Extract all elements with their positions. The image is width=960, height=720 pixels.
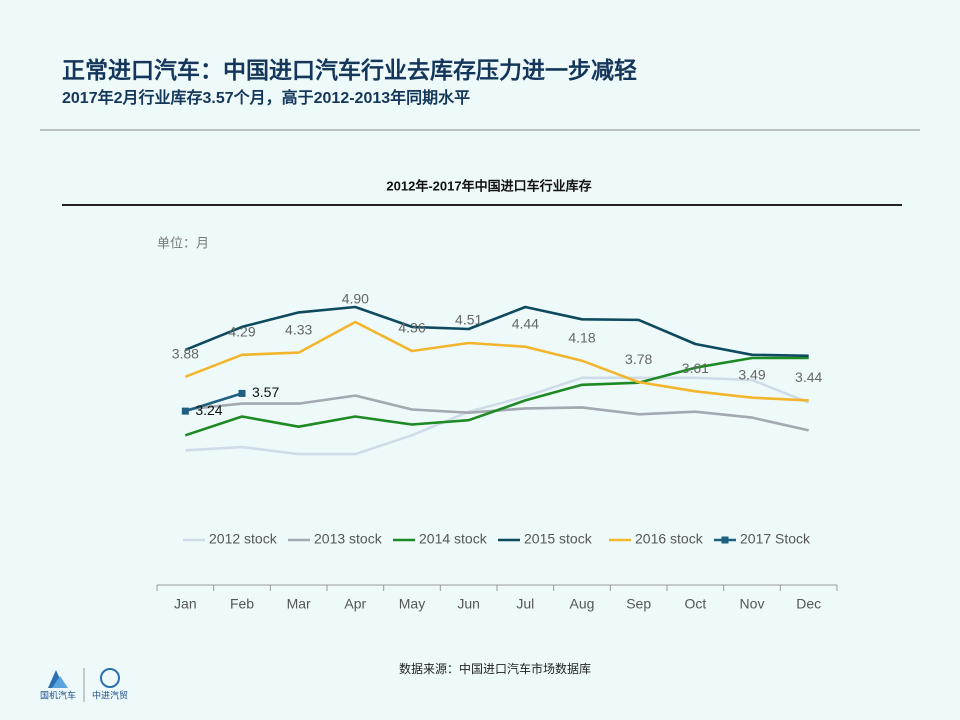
x-tick-label: Jan bbox=[174, 596, 197, 612]
x-tick-label: Dec bbox=[796, 596, 821, 612]
series-line bbox=[184, 320, 809, 402]
series-line bbox=[185, 394, 809, 432]
data-label: 4.44 bbox=[512, 315, 539, 331]
legend-label: 2013 stock bbox=[314, 531, 383, 547]
data-label: 3.44 bbox=[795, 369, 822, 385]
source-note: 数据来源：中国进口汽车市场数据库 bbox=[399, 661, 591, 676]
x-tick-label: May bbox=[399, 596, 425, 612]
series-line bbox=[184, 305, 809, 358]
data-label: 4.18 bbox=[568, 329, 595, 345]
point-marker bbox=[238, 389, 246, 397]
chart-title: 2012年-2017年中国进口车行业库存 bbox=[386, 178, 591, 193]
x-tick-label: Jul bbox=[516, 596, 534, 612]
logo-text: 国机汽车 bbox=[40, 689, 76, 700]
data-label: 3.78 bbox=[625, 351, 652, 367]
logo: 国机汽车 中进汽贸 bbox=[40, 668, 128, 702]
logo-icon bbox=[100, 668, 120, 688]
data-label: 4.33 bbox=[285, 321, 312, 337]
series-line bbox=[185, 376, 810, 456]
data-label: 3.49 bbox=[738, 366, 765, 382]
x-tick-label: Sep bbox=[626, 596, 651, 612]
data-label: 4.51 bbox=[455, 312, 482, 328]
legend-label: 2017 Stock bbox=[740, 531, 811, 547]
x-tick-label: Apr bbox=[344, 596, 366, 612]
logo-text: 中进汽贸 bbox=[92, 689, 128, 700]
x-tick-label: Feb bbox=[230, 596, 254, 612]
x-tick-label: Mar bbox=[287, 596, 311, 612]
data-label: 4.36 bbox=[398, 320, 425, 336]
x-tick-label: Aug bbox=[570, 596, 595, 612]
x-tick-label: Oct bbox=[684, 596, 706, 612]
series-line bbox=[184, 392, 243, 413]
data-label: 4.90 bbox=[342, 291, 369, 307]
x-tick-label: Jun bbox=[457, 596, 480, 612]
slide-title: 正常进口汽车：中国进口汽车行业去库存压力进一步减轻 bbox=[62, 57, 637, 83]
series-line bbox=[184, 356, 809, 437]
legend-label: 2012 stock bbox=[209, 531, 278, 547]
unit-label: 单位：月 bbox=[157, 235, 209, 250]
legend-label: 2015 stock bbox=[524, 531, 593, 547]
slide-subtitle: 2017年2月行业库存3.57个月，高于2012-2013年同期水平 bbox=[62, 88, 470, 107]
x-tick-label: Nov bbox=[740, 596, 765, 612]
legend-label: 2016 stock bbox=[635, 531, 704, 547]
legend-label: 2014 stock bbox=[419, 531, 488, 547]
data-label: 4.29 bbox=[228, 323, 255, 339]
logo-icon bbox=[52, 676, 68, 688]
data-label: 3.24 bbox=[195, 402, 222, 418]
legend-marker bbox=[721, 536, 729, 544]
data-label: 3.61 bbox=[682, 360, 709, 376]
data-label: 3.88 bbox=[172, 345, 199, 361]
point-marker bbox=[181, 407, 189, 415]
data-label: 3.57 bbox=[252, 384, 279, 400]
